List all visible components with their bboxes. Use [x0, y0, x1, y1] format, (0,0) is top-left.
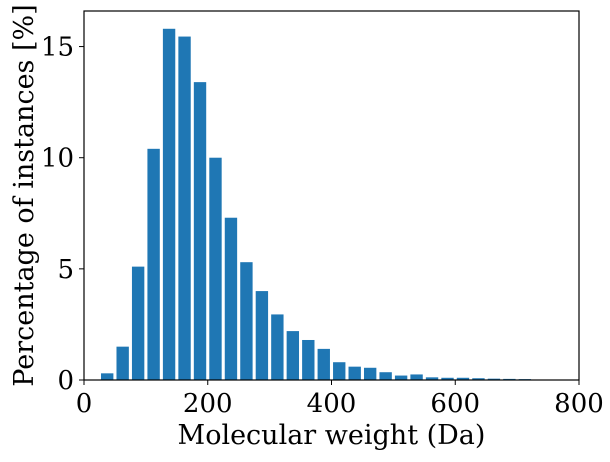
- bar: [363, 367, 377, 380]
- bar: [240, 262, 253, 380]
- bar: [425, 377, 439, 380]
- bar: [178, 36, 191, 380]
- bar: [193, 82, 207, 380]
- bar: [317, 348, 330, 380]
- x-tick-label: 800: [554, 389, 604, 419]
- bar: [333, 362, 346, 380]
- y-tick-label: 5: [57, 255, 74, 285]
- bar: [131, 266, 145, 380]
- bar: [379, 372, 392, 380]
- y-tick-label: 0: [57, 366, 74, 396]
- bar: [456, 377, 470, 380]
- x-tick-label: 400: [307, 389, 357, 419]
- x-axis-ticks: 0 200 400 600 800: [76, 380, 604, 419]
- bars-group: [101, 28, 532, 380]
- x-tick-label: 200: [183, 389, 233, 419]
- x-tick-label: 0: [76, 389, 93, 419]
- bar: [101, 373, 114, 380]
- bar: [271, 314, 284, 380]
- bar: [410, 374, 423, 380]
- bar: [162, 28, 176, 380]
- y-tick-label: 15: [41, 33, 74, 63]
- bar: [348, 366, 361, 380]
- bar: [487, 378, 501, 380]
- bar: [209, 157, 222, 380]
- y-axis-ticks: 0 5 10 15: [41, 33, 84, 396]
- y-axis-label: Percentage of instances [%]: [9, 4, 40, 386]
- y-tick-label: 10: [41, 144, 74, 174]
- bar: [441, 377, 454, 380]
- bar: [302, 339, 315, 380]
- x-tick-label: 600: [430, 389, 480, 419]
- bar: [472, 378, 485, 380]
- bar: [255, 291, 269, 380]
- bar: [116, 346, 129, 380]
- bar: [147, 148, 160, 380]
- bar: [286, 331, 300, 380]
- x-axis-label: Molecular weight (Da): [178, 420, 486, 451]
- bar: [224, 217, 238, 380]
- bar: [394, 375, 408, 380]
